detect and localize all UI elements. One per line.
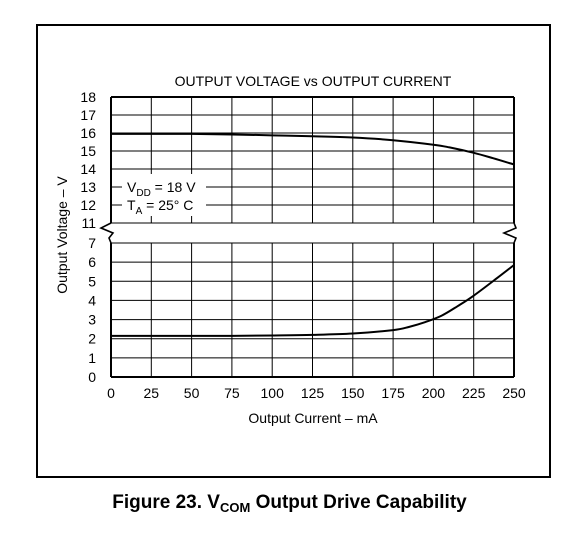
y-tick-label-lower: 4 (88, 292, 96, 308)
x-tick-label: 200 (422, 385, 446, 401)
vdd-label: VDD = 18 V (127, 179, 196, 199)
series-layer (110, 132, 515, 337)
series-line-2 (110, 264, 515, 337)
y-tick-label-upper: 17 (80, 107, 96, 123)
y-tick-label-upper: 18 (80, 89, 96, 105)
x-tick-label: 125 (301, 385, 325, 401)
y-tick-label-lower: 5 (88, 273, 96, 289)
series-line-1 (111, 132, 515, 166)
axis-break-right (501, 222, 518, 244)
chart-title: OUTPUT VOLTAGE vs OUTPUT CURRENT (175, 73, 452, 89)
x-tick-label: 25 (144, 385, 160, 401)
y-tick-label-upper: 11 (81, 215, 96, 231)
y-tick-label-upper: 15 (80, 143, 96, 159)
y-tick-label-lower: 6 (88, 254, 96, 270)
figure-caption: Figure 23. VCOM Output Drive Capability (112, 492, 467, 515)
annotation-background (122, 174, 206, 216)
y-tick-label-upper: 13 (80, 179, 96, 195)
axis-break (99, 222, 518, 244)
x-tick-label: 150 (341, 385, 365, 401)
y-tick-label-lower: 2 (88, 331, 96, 347)
y-tick-label-lower: 1 (88, 350, 96, 366)
x-tick-label: 50 (184, 385, 200, 401)
ta-label: TA = 25° C (127, 197, 193, 217)
y-tick-label-lower: 3 (88, 312, 96, 328)
condition-annotation: VDD = 18 V TA = 25° C (122, 174, 206, 217)
y-tick-label-lower: 7 (88, 235, 96, 251)
y-tick-label-upper: 12 (80, 197, 96, 213)
y-tick-label-upper: 16 (80, 125, 96, 141)
x-tick-label: 0 (107, 385, 115, 401)
x-tick-label: 250 (502, 385, 526, 401)
x-tick-label: 175 (381, 385, 405, 401)
x-tick-label: 225 (462, 385, 486, 401)
x-axis-label: Output Current – mA (248, 410, 378, 426)
x-tick-label: 75 (224, 385, 240, 401)
axis-break-left (99, 222, 115, 244)
x-tick-label: 100 (261, 385, 285, 401)
y-tick-label-lower: 0 (88, 369, 96, 385)
figure-frame (36, 24, 551, 478)
y-tick-label-upper: 14 (80, 161, 96, 177)
y-axis-label: Output Voltage – V (54, 176, 70, 294)
